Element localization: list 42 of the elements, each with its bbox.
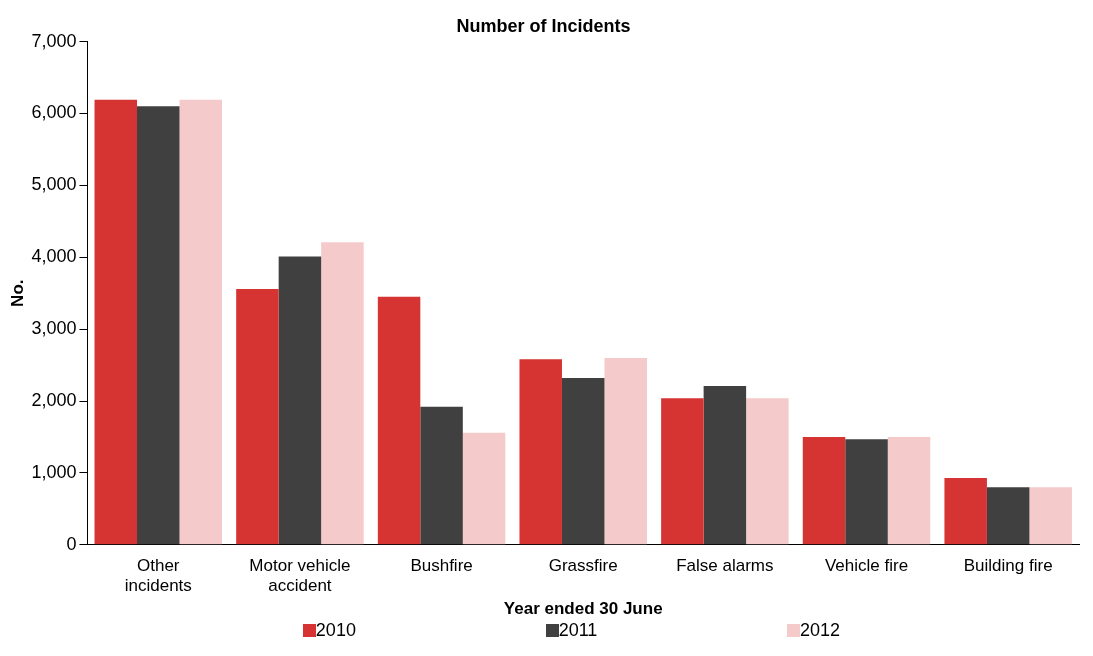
x-tick-label: Vehicle fire xyxy=(824,555,909,575)
x-tick-label: Building fire xyxy=(963,555,1053,575)
x-tick-label: Motor vehicle accident xyxy=(249,555,351,596)
y-tick-label: 2,000 xyxy=(31,390,77,410)
chart-title: Number of Incidents xyxy=(456,15,631,36)
y-tick-label: 6,000 xyxy=(31,102,77,123)
y-axis-title: No. xyxy=(7,279,27,307)
x-tick-label: False alarms xyxy=(676,555,774,575)
bar xyxy=(278,256,322,545)
legend-label: 2011 xyxy=(558,620,598,641)
y-tick-label: 0 xyxy=(66,533,77,554)
bar xyxy=(462,432,506,545)
y-tick-label: 4,000 xyxy=(31,246,77,267)
legend-label: 2010 xyxy=(315,620,356,641)
bar xyxy=(377,296,421,545)
x-tick-label: Bushfire xyxy=(410,555,473,575)
bar xyxy=(944,477,987,545)
y-tick-label: 5,000 xyxy=(31,174,77,195)
y-tick-label: 7,000 xyxy=(31,30,77,51)
bar xyxy=(321,242,364,545)
bar xyxy=(802,436,846,545)
bar xyxy=(986,487,1030,545)
bar xyxy=(746,398,789,545)
bar xyxy=(1029,487,1072,545)
bar xyxy=(887,436,931,545)
y-tick-label: 3,000 xyxy=(31,318,77,339)
bar xyxy=(94,99,138,545)
bar xyxy=(845,439,888,545)
legend-label: 2012 xyxy=(800,620,841,641)
bar xyxy=(661,398,704,545)
y-tick-label: 1,000 xyxy=(31,461,77,482)
bar xyxy=(604,357,647,545)
bar xyxy=(561,378,605,545)
bar xyxy=(703,385,747,545)
bar xyxy=(236,288,279,545)
x-tick-label: Other incidents xyxy=(124,555,192,596)
bar xyxy=(137,106,180,545)
x-tick-label: Grassfire xyxy=(548,555,618,575)
bar xyxy=(179,99,223,545)
bar xyxy=(420,406,463,545)
bar xyxy=(519,359,562,545)
x-axis-title: Year ended 30 June xyxy=(503,599,663,619)
